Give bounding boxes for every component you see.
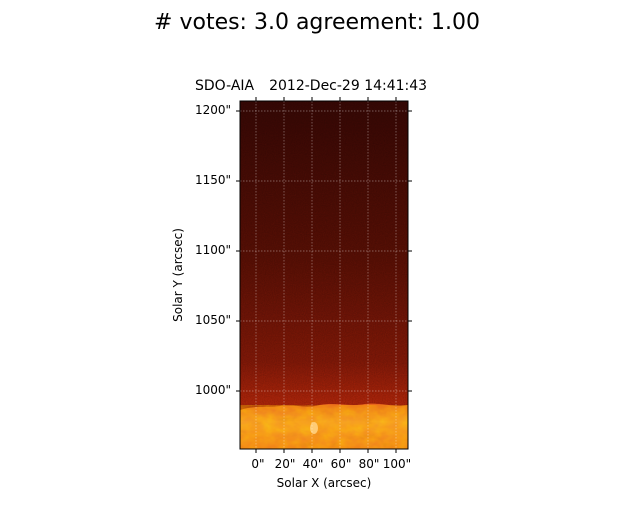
- figure-suptitle: # votes: 3.0 agreement: 1.00: [154, 10, 480, 35]
- xtick-label: 60": [330, 457, 352, 471]
- timestamp-label: 2012-Dec-29 14:41:43: [269, 78, 428, 94]
- x-axis-label: Solar X (arcsec): [276, 476, 372, 490]
- bright-point: [310, 422, 318, 434]
- ytick-label: 1050": [194, 313, 231, 327]
- limb-texture: [240, 405, 408, 449]
- ytick-label: 1100": [194, 243, 231, 257]
- xtick-label: 20": [274, 457, 296, 471]
- image-noise: [240, 101, 408, 449]
- axes-frame: [239, 100, 409, 450]
- grid: [240, 101, 408, 449]
- ytick-label: 1000": [194, 383, 231, 397]
- y-axis-label: Solar Y (arcsec): [171, 228, 185, 322]
- ytick-label: 1200": [194, 103, 231, 117]
- xtick-label: 0": [251, 457, 265, 471]
- xtick-label: 100": [382, 457, 412, 471]
- plot-title: SDO-AIA 2012-Dec-29 14:41:43: [195, 78, 427, 94]
- instrument-label: SDO-AIA: [195, 78, 255, 94]
- ytick-label: 1150": [194, 173, 231, 187]
- xtick-label: 80": [358, 457, 380, 471]
- xtick-label: 40": [302, 457, 324, 471]
- tick-marks: [236, 97, 412, 453]
